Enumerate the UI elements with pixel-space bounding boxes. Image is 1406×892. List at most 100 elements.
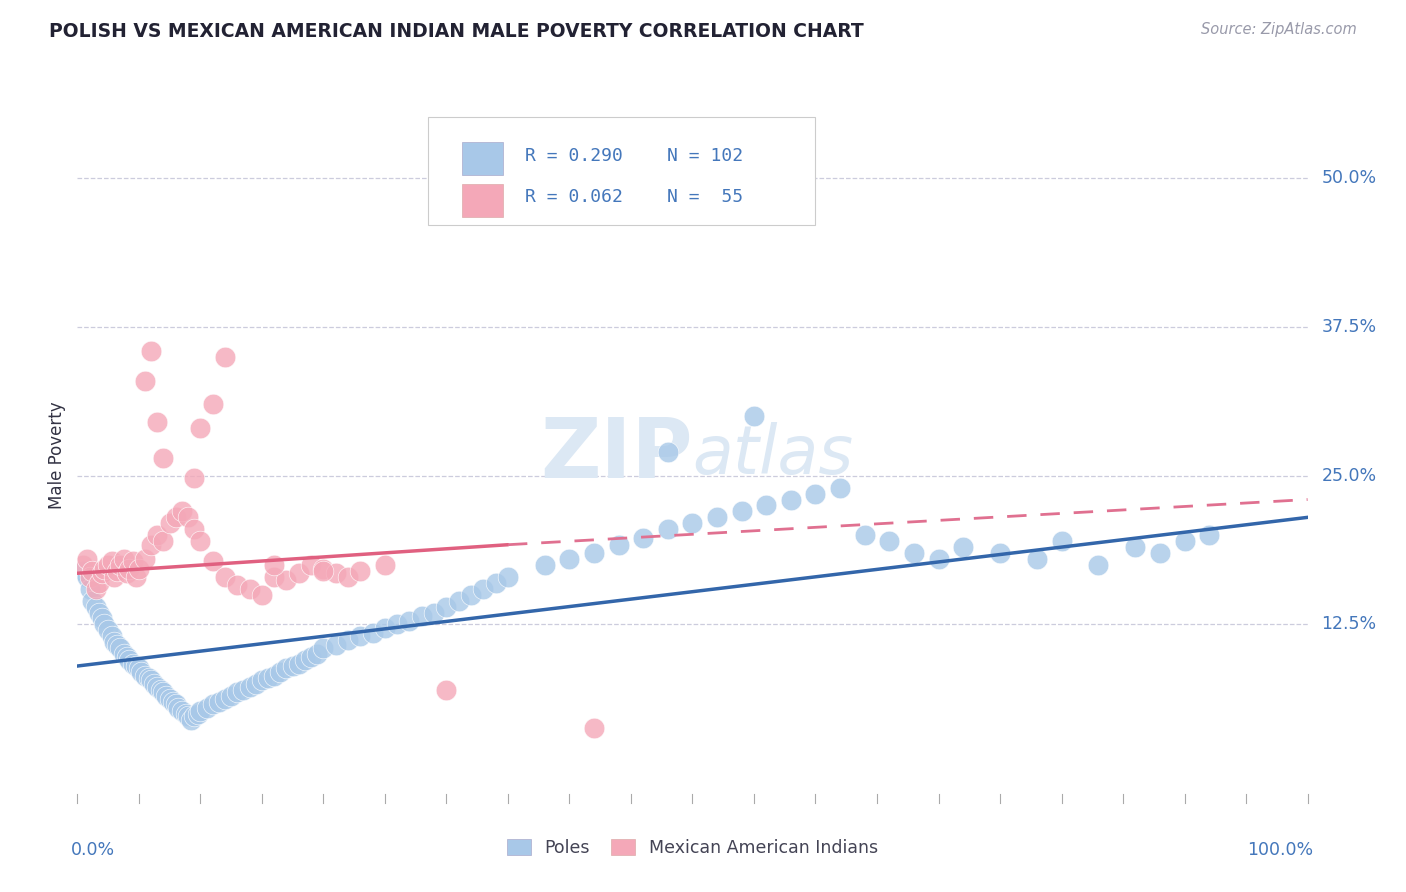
Point xyxy=(411,609,433,624)
Point xyxy=(436,599,458,614)
Point xyxy=(152,534,174,549)
Point xyxy=(853,528,876,542)
Point xyxy=(583,546,606,560)
Point xyxy=(188,704,212,718)
Point xyxy=(105,638,128,652)
Point xyxy=(141,343,163,358)
Point xyxy=(903,546,925,560)
Point xyxy=(276,661,298,675)
Point xyxy=(82,593,104,607)
Point xyxy=(239,681,262,695)
Point xyxy=(214,692,236,706)
Point xyxy=(84,582,107,596)
Point xyxy=(89,606,111,620)
Point xyxy=(214,570,236,584)
Point xyxy=(90,566,114,581)
Point xyxy=(146,681,169,695)
Point xyxy=(93,617,115,632)
Text: POLISH VS MEXICAN AMERICAN INDIAN MALE POVERTY CORRELATION CHART: POLISH VS MEXICAN AMERICAN INDIAN MALE P… xyxy=(49,22,863,41)
Point xyxy=(374,621,396,635)
Point xyxy=(496,570,519,584)
Point xyxy=(82,564,104,578)
Text: 37.5%: 37.5% xyxy=(1322,318,1376,336)
Point xyxy=(558,552,581,566)
Point xyxy=(201,697,224,711)
Point xyxy=(115,649,138,664)
Point xyxy=(657,522,679,536)
Point xyxy=(146,528,169,542)
Point xyxy=(125,570,148,584)
Text: N =  55: N = 55 xyxy=(666,188,742,206)
Point xyxy=(307,647,329,661)
Point xyxy=(115,566,138,581)
Bar xyxy=(463,143,503,175)
Point xyxy=(312,641,335,656)
Point xyxy=(755,499,778,513)
Point xyxy=(239,582,262,596)
Point xyxy=(226,578,249,592)
Point xyxy=(731,504,754,518)
Text: N = 102: N = 102 xyxy=(666,147,742,165)
Point xyxy=(219,689,242,703)
Point xyxy=(162,695,184,709)
Point xyxy=(110,641,132,656)
Point xyxy=(312,561,335,575)
Point xyxy=(349,629,371,643)
Point xyxy=(129,665,153,679)
Point xyxy=(180,713,202,727)
Point xyxy=(90,611,114,625)
Point xyxy=(76,552,98,566)
Point xyxy=(141,673,163,688)
FancyBboxPatch shape xyxy=(427,118,815,226)
Point xyxy=(682,516,704,531)
Point xyxy=(226,685,249,699)
Point xyxy=(276,574,298,588)
Point xyxy=(103,570,125,584)
Text: 12.5%: 12.5% xyxy=(1322,615,1376,633)
Point xyxy=(79,570,101,584)
Point xyxy=(141,538,163,552)
Point xyxy=(245,677,267,691)
Point xyxy=(299,558,322,572)
Point xyxy=(250,673,273,688)
Point xyxy=(830,481,852,495)
Point xyxy=(447,593,470,607)
Point xyxy=(485,575,508,590)
Point xyxy=(633,531,655,545)
Text: atlas: atlas xyxy=(693,422,853,488)
Point xyxy=(804,486,827,500)
Point xyxy=(1198,528,1220,542)
Point xyxy=(155,689,177,703)
Point xyxy=(118,561,141,575)
Point xyxy=(472,582,495,596)
Point xyxy=(337,632,360,647)
Point xyxy=(188,421,212,435)
Point xyxy=(89,575,111,590)
Point xyxy=(146,415,169,429)
Point xyxy=(110,558,132,572)
Point xyxy=(93,561,115,575)
Point xyxy=(152,685,174,699)
Point xyxy=(460,588,482,602)
Point xyxy=(214,350,236,364)
Point xyxy=(952,540,974,554)
Legend: Poles, Mexican American Indians: Poles, Mexican American Indians xyxy=(499,831,886,863)
Point xyxy=(1149,546,1171,560)
Point xyxy=(263,668,285,682)
Point xyxy=(76,570,98,584)
Y-axis label: Male Poverty: Male Poverty xyxy=(48,401,66,508)
Point xyxy=(294,653,316,667)
Point xyxy=(183,522,205,536)
Point xyxy=(257,671,280,685)
Point xyxy=(325,566,347,581)
Point xyxy=(112,552,135,566)
Point xyxy=(121,657,143,671)
Point xyxy=(183,471,205,485)
Point xyxy=(742,409,765,424)
Point xyxy=(1026,552,1049,566)
Point xyxy=(142,677,165,691)
Point xyxy=(263,570,285,584)
Point xyxy=(1174,534,1197,549)
Point xyxy=(152,450,174,465)
Point xyxy=(174,706,197,721)
